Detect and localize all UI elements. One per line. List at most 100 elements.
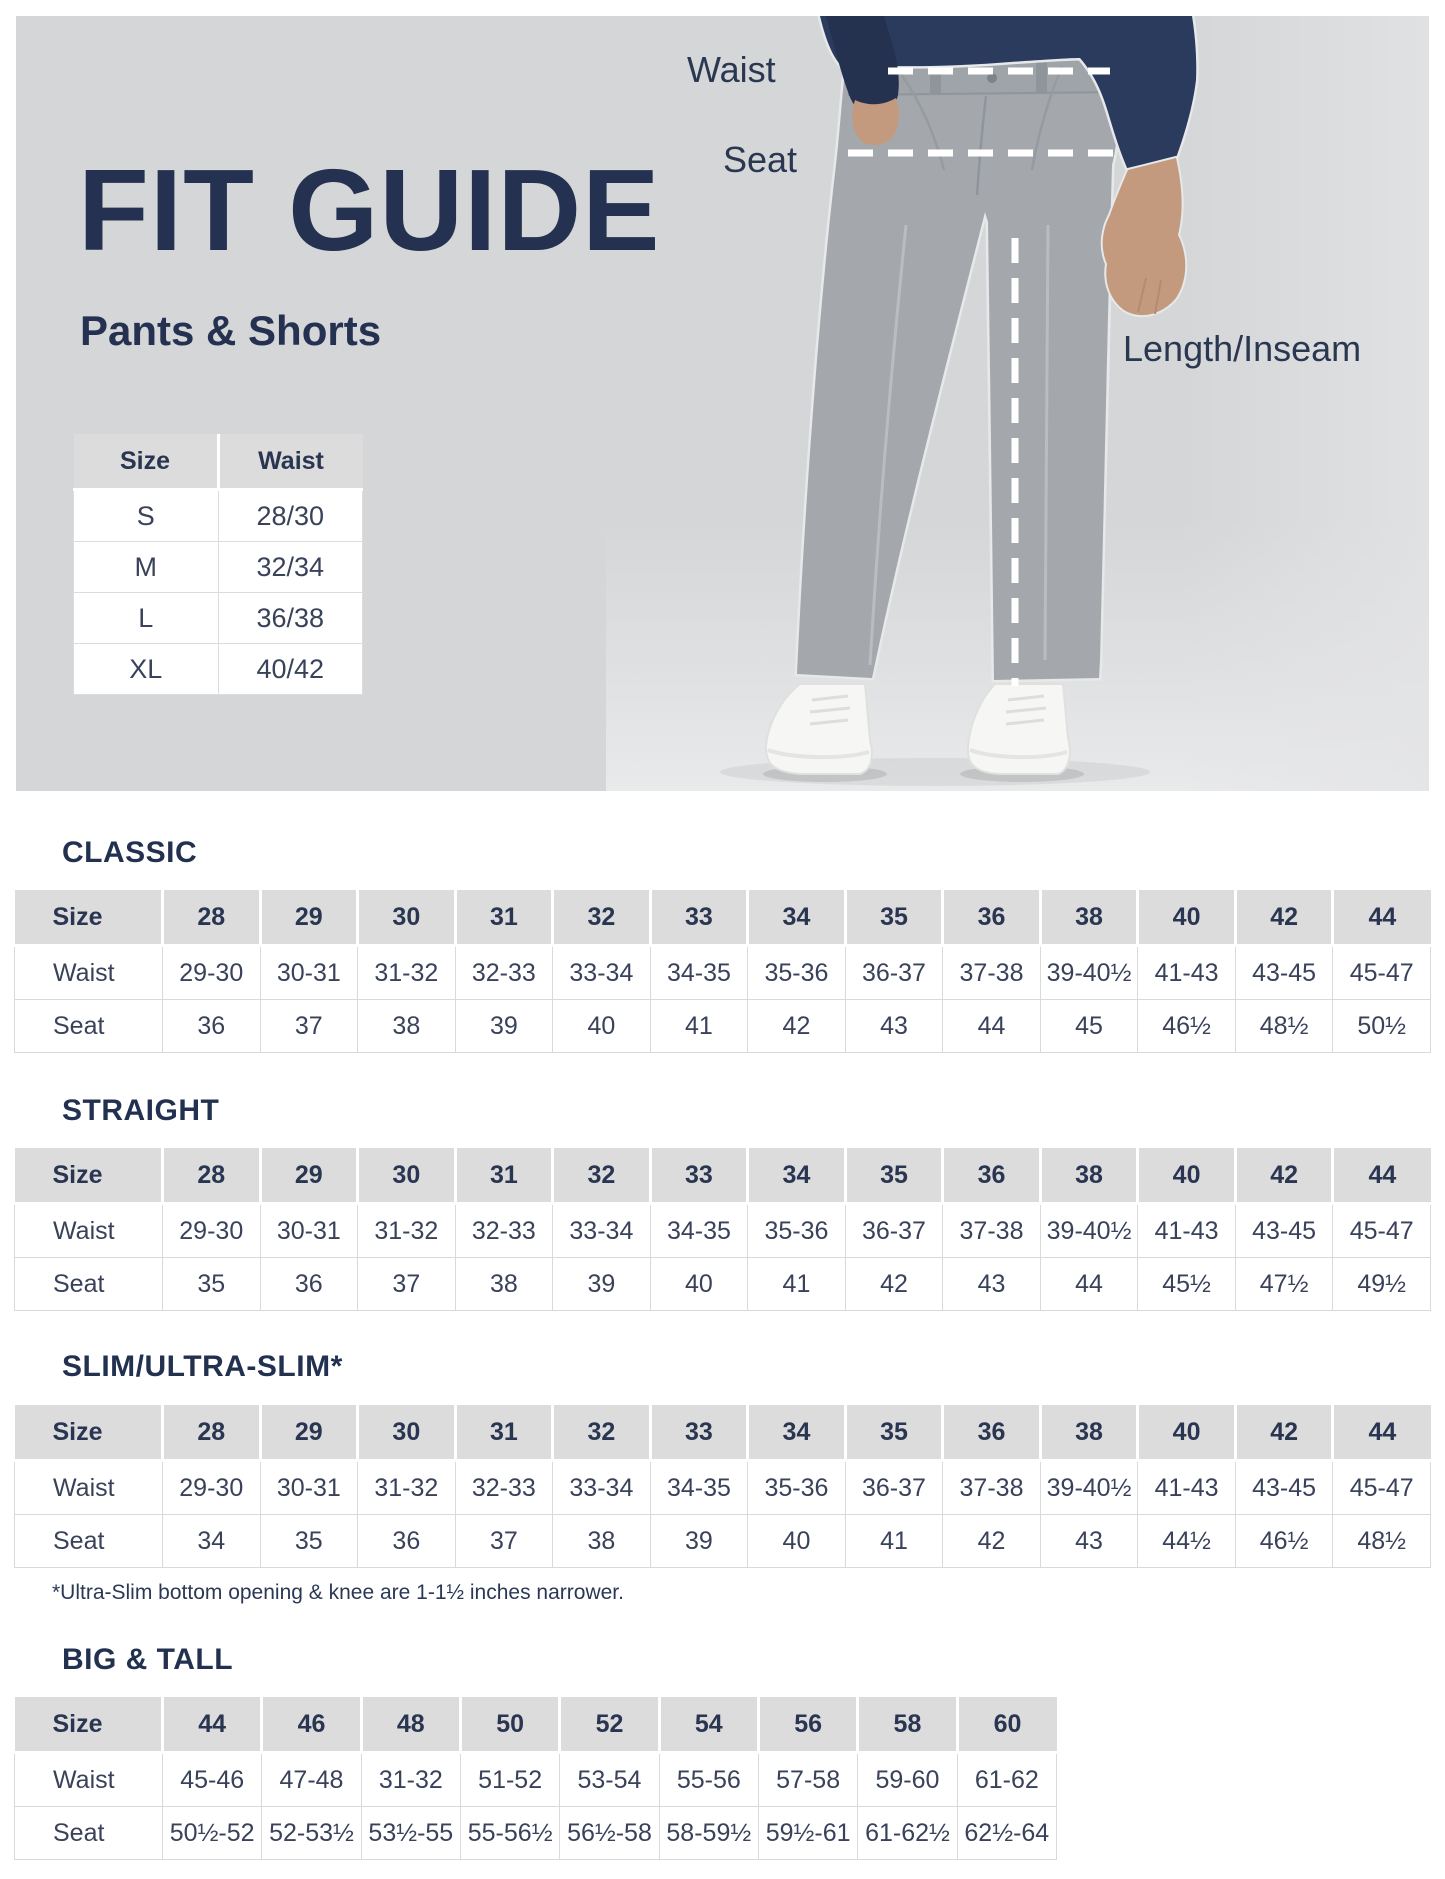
size-col-header: 31 bbox=[453, 1148, 553, 1205]
photo-backdrop bbox=[1180, 16, 1429, 791]
cell-value: 57-58 bbox=[757, 1752, 859, 1807]
pocket-seam-right bbox=[1030, 65, 1064, 171]
size-col-header: 35 bbox=[843, 1405, 943, 1462]
classic-size-table: Size 28 29 30 31 32 33 34 35 36 38 40 42 44 Waist 29-30… bbox=[14, 890, 1431, 1053]
size-col-header: 35 bbox=[843, 890, 943, 947]
size-col-header: 35 bbox=[843, 1148, 943, 1205]
slim-size-table: Size 28 29 30 31 32 33 34 35 36 38 40 42 44 Waist 29-30… bbox=[14, 1405, 1431, 1568]
header-row: Size 28 29 30 31 32 33 34 35 36 38 40 42 44 bbox=[14, 1405, 1431, 1462]
size-col-header: 58 bbox=[856, 1697, 958, 1754]
cell-value: 33-34 bbox=[552, 1460, 651, 1515]
row-label: Seat bbox=[14, 1514, 163, 1568]
table-row: Waist 29-30 30-31 31-32 32-33 33-34 34-35 35-36… bbox=[14, 1460, 1431, 1515]
page-title: FIT GUIDE bbox=[78, 145, 661, 275]
page-subtitle: Pants & Shorts bbox=[80, 307, 382, 354]
cell-value: 37-38 bbox=[942, 1203, 1041, 1258]
size-col-header: 31 bbox=[453, 1405, 553, 1462]
pants bbox=[794, 55, 1120, 683]
belt-loop bbox=[930, 57, 941, 93]
cell-value: 41 bbox=[844, 1514, 944, 1568]
header-row: Size 28 29 30 31 32 33 34 35 36 38 40 42 44 bbox=[14, 890, 1431, 947]
cell-value: 35-36 bbox=[747, 945, 846, 1000]
cell-value: 41 bbox=[649, 999, 749, 1053]
pants-button bbox=[987, 73, 997, 83]
row-label: Waist bbox=[14, 1460, 163, 1515]
table-row: Seat 35 36 37 38 39 40 41 42 43 44 45½ 47½ 49½ bbox=[14, 1257, 1431, 1311]
cell-value: 38 bbox=[357, 999, 456, 1053]
right-shoe-sole bbox=[969, 748, 1068, 760]
cell-value: 35 bbox=[259, 1514, 359, 1568]
size-col-header: 60 bbox=[955, 1697, 1057, 1754]
cell-value: 40/42 bbox=[217, 643, 363, 695]
header-row: Size Waist bbox=[73, 434, 363, 491]
table-row: Waist 45-46 47-48 31-32 51-52 53-54 55-56 57-58… bbox=[14, 1752, 1058, 1807]
size-col-header: 31 bbox=[453, 890, 553, 947]
left-shoe-sole bbox=[767, 748, 870, 760]
cell-value: 33-34 bbox=[552, 945, 651, 1000]
cell-value: 30-31 bbox=[259, 1460, 359, 1515]
size-col-header: 40 bbox=[1136, 1405, 1236, 1462]
cell-value: 59-60 bbox=[857, 1752, 958, 1807]
size-col-header: 28 bbox=[161, 1405, 261, 1462]
cell-value: 36 bbox=[162, 999, 261, 1053]
size-col-header: 42 bbox=[1233, 1405, 1333, 1462]
section-title-big-tall: BIG & TALL bbox=[62, 1643, 234, 1676]
cell-value: 40 bbox=[552, 999, 651, 1053]
left-shoe bbox=[764, 683, 873, 775]
cell-value: 46½ bbox=[1234, 1514, 1334, 1568]
size-col-header: 28 bbox=[161, 1148, 261, 1205]
cell-value: 37 bbox=[259, 999, 359, 1053]
cell-value: 43 bbox=[844, 999, 944, 1053]
size-col-header: 46 bbox=[260, 1697, 362, 1754]
cell-value: 37 bbox=[454, 1514, 554, 1568]
cell-value: 39-40½ bbox=[1039, 945, 1139, 1000]
cell-value: 29-30 bbox=[162, 1460, 261, 1515]
size-col-header: 36 bbox=[941, 1148, 1041, 1205]
right-forearm-hand bbox=[1100, 155, 1188, 318]
cell-value: 36-37 bbox=[844, 1460, 944, 1515]
corner-header: Size bbox=[73, 434, 218, 491]
size-col-header: 34 bbox=[746, 1405, 846, 1462]
size-col-header: 40 bbox=[1136, 1148, 1236, 1205]
cell-value: 39-40½ bbox=[1039, 1460, 1139, 1515]
cell-value: 36/38 bbox=[217, 592, 363, 644]
cell-value: 62½-64 bbox=[956, 1806, 1058, 1860]
cell-value: 51-52 bbox=[459, 1752, 561, 1807]
length-inseam-label: Length/Inseam bbox=[1123, 328, 1362, 369]
size-col-header: 38 bbox=[1038, 1405, 1138, 1462]
cell-value: 41-43 bbox=[1137, 945, 1236, 1000]
section-title-straight: STRAIGHT bbox=[62, 1094, 220, 1127]
ultra-slim-footnote: *Ultra-Slim bottom opening & knee are 1-… bbox=[52, 1581, 624, 1604]
size-col-header: 32 bbox=[551, 1148, 651, 1205]
hero-size-table: Size Waist S 28/30 M 32/34 L 36/38 XL 40/42 bbox=[73, 434, 363, 695]
size-col-header: Waist bbox=[216, 434, 363, 491]
size-col-header: 38 bbox=[1038, 890, 1138, 947]
seat-label: Seat bbox=[723, 139, 798, 180]
cell-value: 43-45 bbox=[1234, 945, 1334, 1000]
cell-value: 37 bbox=[357, 1257, 456, 1311]
size-col-header: 34 bbox=[746, 890, 846, 947]
cell-value: 61-62 bbox=[956, 1752, 1058, 1807]
cell-value: 53-54 bbox=[559, 1752, 660, 1807]
size-col-header: 44 bbox=[1331, 890, 1431, 947]
cell-value: 39 bbox=[552, 1257, 651, 1311]
cell-value: 41-43 bbox=[1137, 1203, 1236, 1258]
table-row: Seat 50½-52 52-53½ 53½-55 55-56½ 56½-58 58-59½… bbox=[14, 1806, 1058, 1860]
header-row: Size 28 29 30 31 32 33 34 35 36 38 40 42 44 bbox=[14, 1148, 1431, 1205]
cell-value: 52-53½ bbox=[261, 1806, 362, 1860]
size-col-header: 44 bbox=[1331, 1148, 1431, 1205]
size-col-header: 30 bbox=[356, 1405, 456, 1462]
cell-value: 45-46 bbox=[161, 1752, 263, 1807]
table-row: XL 40/42 bbox=[73, 643, 363, 695]
cell-value: 39-40½ bbox=[1039, 1203, 1139, 1258]
cell-value: 39 bbox=[454, 999, 554, 1053]
size-col-header: 52 bbox=[558, 1697, 660, 1754]
size-col-header: 36 bbox=[941, 890, 1041, 947]
cell-value: 38 bbox=[454, 1257, 554, 1311]
corner-header: Size bbox=[14, 1405, 163, 1462]
cell-value: 39 bbox=[649, 1514, 749, 1568]
cell-value: 31-32 bbox=[357, 1203, 456, 1258]
cell-value: 44 bbox=[942, 999, 1041, 1053]
cell-value: 36-37 bbox=[844, 945, 944, 1000]
size-col-header: 29 bbox=[258, 1148, 358, 1205]
